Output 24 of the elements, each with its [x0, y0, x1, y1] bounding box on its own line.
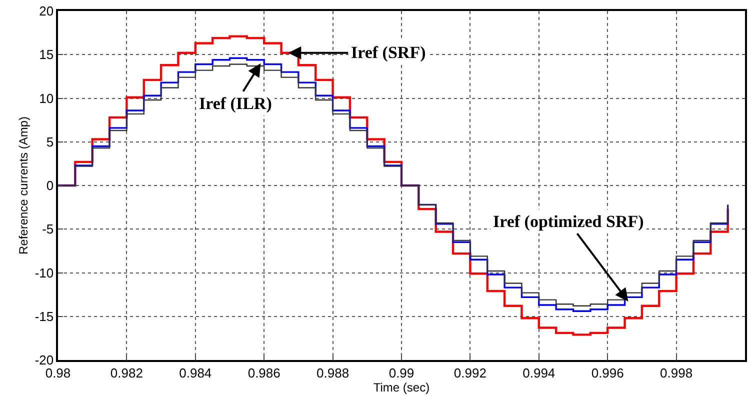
y-tick-label: 5 [46, 134, 54, 150]
x-tick-label: 0.998 [660, 365, 693, 380]
x-tick-label: 0.992 [454, 365, 486, 380]
x-tick-label: 0.98 [45, 365, 71, 380]
x-tick-label: 0.982 [110, 365, 143, 380]
annotation: Iref (SRF) [351, 43, 426, 62]
x-tick-label: 0.988 [316, 365, 350, 380]
x-axis-title: Time (sec) [373, 380, 430, 394]
y-tick-label: -5 [42, 222, 54, 237]
x-tick-label: 0.994 [522, 365, 556, 380]
x-tick-label: 0.99 [388, 365, 414, 380]
x-tick-label: 0.984 [179, 365, 212, 380]
y-axis-title: Reference currents (Amp) [16, 116, 31, 255]
y-tick-label: 10 [39, 90, 54, 106]
y-tick-label: 20 [39, 4, 54, 19]
x-tick-label: 0.986 [248, 365, 280, 380]
y-tick-label: -15 [34, 308, 54, 324]
annotation: Iref (optimized SRF) [493, 212, 644, 231]
y-tick-label: 15 [39, 47, 54, 62]
y-tick-label: 0 [46, 178, 54, 194]
x-tick-label: 0.996 [591, 365, 624, 380]
y-tick-label: -20 [34, 352, 54, 368]
y-tick-label: -10 [34, 265, 54, 280]
annotation: Iref (ILR) [199, 94, 272, 113]
